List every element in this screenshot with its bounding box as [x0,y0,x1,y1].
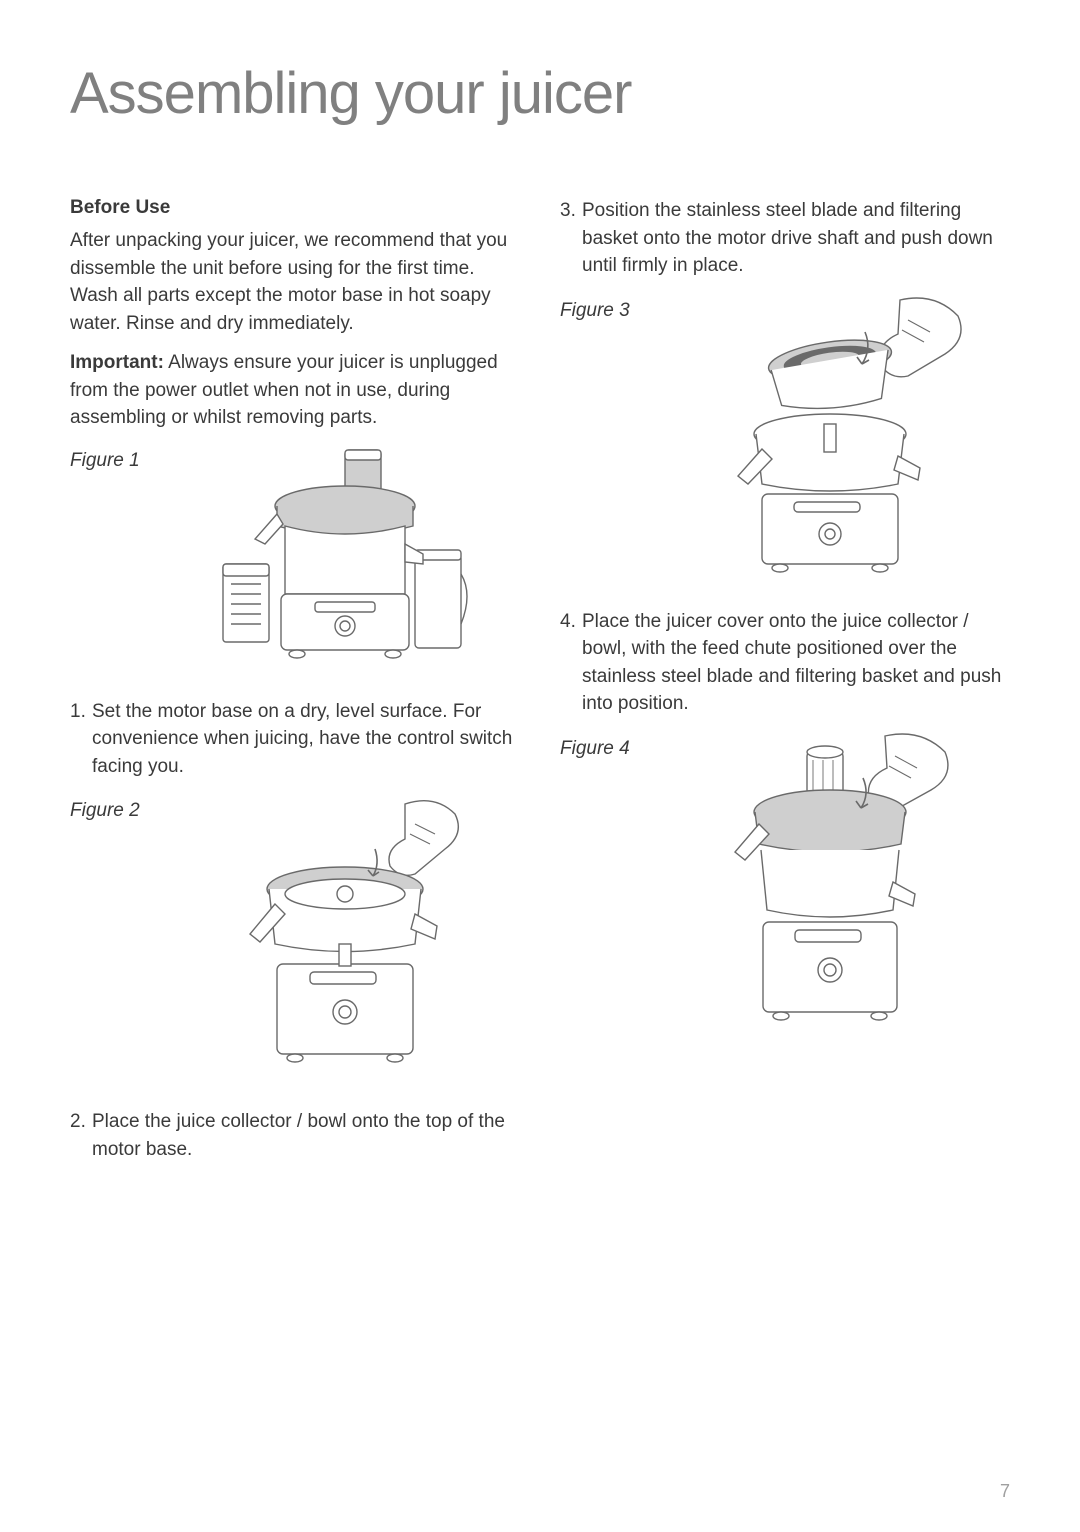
step-4-number: 4. [560,608,582,718]
step-1-text: Set the motor base on a dry, level surfa… [92,698,520,781]
left-column: Before Use After unpacking your juicer, … [70,197,520,1178]
step-2-text: Place the juice collector / bowl onto th… [92,1108,520,1163]
step-2-number: 2. [70,1108,92,1163]
step-1: 1. Set the motor base on a dry, level su… [70,698,520,781]
figure-4-image [650,732,1010,1042]
figure-1-image [160,444,520,674]
before-use-body: After unpacking your juicer, we recommen… [70,227,520,337]
step-3-text: Position the stainless steel blade and f… [582,197,1010,280]
step-4: 4. Place the juicer cover onto the juice… [560,608,1010,718]
step-3: 3. Position the stainless steel blade an… [560,197,1010,280]
figure-4-block: Figure 4 [560,732,1010,1042]
step-4-text: Place the juicer cover onto the juice co… [582,608,1010,718]
figure-1-label: Figure 1 [70,444,160,472]
content-columns: Before Use After unpacking your juicer, … [70,197,1010,1178]
figure-3-block: Figure 3 [560,294,1010,584]
important-label: Important: [70,352,164,373]
figure-2-block: Figure 2 [70,794,520,1084]
before-use-heading: Before Use [70,197,520,219]
figure-4-label: Figure 4 [560,732,650,760]
step-1-number: 1. [70,698,92,781]
figure-1-block: Figure 1 [70,444,520,674]
figure-2-image [160,794,520,1084]
figure-2-label: Figure 2 [70,794,160,822]
important-note: Important: Always ensure your juicer is … [70,349,520,432]
step-2: 2. Place the juice collector / bowl onto… [70,1108,520,1163]
right-column: 3. Position the stainless steel blade an… [560,197,1010,1178]
step-3-number: 3. [560,197,582,280]
page-title: Assembling your juicer [70,60,1010,127]
figure-3-label: Figure 3 [560,294,650,322]
figure-3-image [650,294,1010,584]
page-number: 7 [1000,1481,1010,1502]
